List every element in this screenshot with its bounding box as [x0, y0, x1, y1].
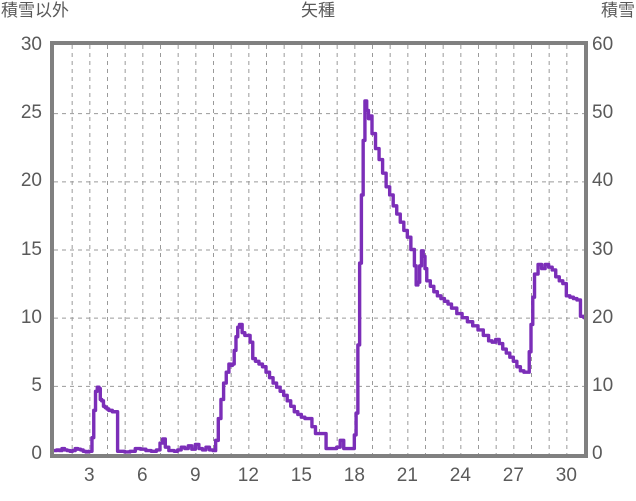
x-tick-24: 24	[449, 465, 471, 486]
x-tick-6: 6	[137, 465, 148, 486]
x-tick-3: 3	[84, 465, 95, 486]
x-tick-15: 15	[290, 465, 312, 486]
left-tick-20: 20	[20, 170, 42, 192]
left-tick-25: 25	[20, 102, 42, 124]
left-tick-15: 15	[20, 238, 42, 260]
left-tick-5: 5	[31, 374, 42, 396]
right-tick-0: 0	[592, 443, 603, 464]
x-tick-18: 18	[343, 465, 365, 486]
right-tick-50: 50	[592, 102, 614, 124]
left-tick-10: 10	[20, 306, 42, 328]
left-tick-30: 30	[20, 34, 42, 55]
left-axis-title: 積雪以外	[1, 1, 69, 20]
right-axis-title: 積雪	[601, 1, 635, 20]
right-tick-40: 40	[592, 170, 614, 192]
x-tick-21: 21	[396, 465, 418, 486]
chart-title: 矢種	[301, 1, 335, 20]
x-tick-12: 12	[237, 465, 259, 486]
plot-area	[50, 41, 588, 458]
x-tick-30: 30	[555, 465, 577, 486]
gridlines	[54, 45, 584, 454]
x-tick-9: 9	[190, 465, 201, 486]
right-tick-10: 10	[592, 374, 614, 396]
series-line-snow	[54, 99, 584, 454]
right-tick-30: 30	[592, 238, 614, 260]
x-tick-27: 27	[502, 465, 524, 486]
plot-inner	[54, 45, 584, 454]
right-tick-20: 20	[592, 306, 614, 328]
right-tick-60: 60	[592, 34, 614, 55]
left-tick-0: 0	[31, 443, 42, 464]
